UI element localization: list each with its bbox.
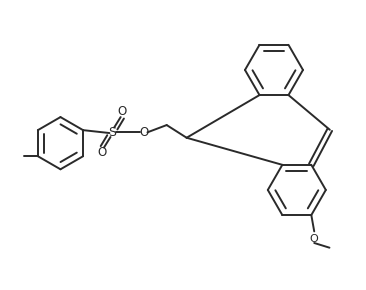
Text: O: O [118,105,127,118]
Text: O: O [139,126,149,139]
Text: S: S [108,126,116,139]
Text: O: O [310,234,318,244]
Text: O: O [97,146,107,160]
